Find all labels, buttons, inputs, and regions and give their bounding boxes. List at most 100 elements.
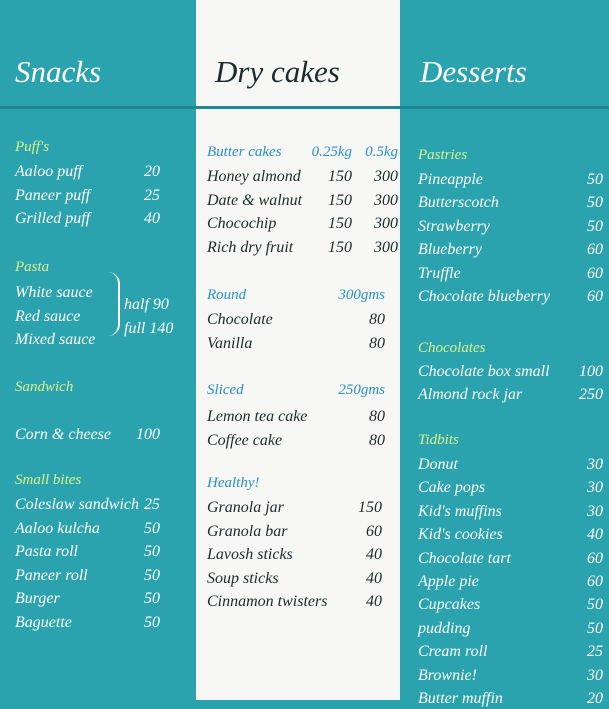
item-name: Pasta roll	[15, 543, 78, 560]
item-price: 50	[587, 194, 603, 212]
section-title: Round	[207, 287, 247, 303]
item-name: Pineapple	[418, 171, 483, 188]
item-name: Granola bar	[207, 522, 288, 540]
section-unit: 250gms	[338, 382, 385, 398]
item-price: 20	[587, 690, 603, 707]
item-name: Grilled puff	[15, 210, 91, 227]
item-price: 40	[366, 569, 382, 587]
item-price: 40	[587, 526, 603, 544]
item-price: 100	[136, 426, 160, 443]
item-price: 60	[587, 264, 603, 282]
item-name: Kid's cookies	[418, 526, 503, 544]
item-price: 25	[144, 496, 160, 513]
column-title: Snacks	[15, 54, 102, 89]
item-price: 50	[144, 519, 160, 537]
header-divider	[0, 106, 609, 109]
item-price: 150	[328, 168, 352, 185]
dry-cakes-column	[196, 0, 400, 700]
item-price: 50	[587, 171, 603, 188]
item-price: 40	[144, 210, 160, 227]
item-name: Mixed sauce	[15, 331, 96, 348]
item-price: 60	[587, 573, 603, 590]
item-name: Honey almond	[207, 168, 301, 185]
section-unit: 0.25kg	[311, 144, 352, 160]
item-name: Paneer roll	[15, 566, 88, 584]
section-title: Chocolates	[418, 340, 486, 356]
section-unit: 0.5kg	[365, 144, 398, 160]
item-name: Burger	[15, 590, 60, 607]
section-title: Pastries	[418, 147, 468, 163]
item-name: Butter muffin	[418, 690, 503, 707]
item-name: pudding	[418, 619, 471, 637]
item-name: Cinnamon twisters	[207, 593, 328, 610]
item-price: 50	[144, 613, 160, 631]
item-option: full 140	[124, 320, 174, 337]
item-name: Chocolate tart	[418, 549, 511, 567]
item-name: Coffee cake	[207, 431, 283, 449]
item-name: Date & walnut	[207, 191, 303, 209]
snacks-column	[0, 0, 196, 700]
item-price: 40	[366, 546, 382, 563]
item-price: 60	[587, 549, 603, 567]
item-price: 50	[144, 543, 160, 560]
item-price: 40	[366, 593, 382, 610]
item-price: 30	[587, 456, 603, 473]
item-price: 50	[587, 596, 603, 614]
item-price: 30	[587, 502, 603, 520]
section-title: Butter cakes	[207, 144, 282, 160]
item-name: Blueberry	[418, 241, 482, 259]
item-price: 100	[579, 363, 603, 380]
section-title: Puff's	[15, 139, 50, 155]
item-name: Chocolate blueberry	[418, 288, 550, 305]
item-name: Truffle	[418, 264, 461, 282]
item-price: 300	[374, 238, 398, 256]
item-name: Soup sticks	[207, 569, 279, 587]
item-name: Cake pops	[418, 479, 486, 497]
section-title: Tidbits	[418, 432, 459, 448]
item-price: 20	[144, 163, 160, 180]
item-price: 50	[144, 566, 160, 584]
item-price: 80	[369, 311, 385, 328]
item-price: 60	[366, 522, 382, 540]
section-title: Small bites	[15, 472, 82, 488]
item-price: 50	[144, 590, 160, 607]
item-price: 50	[587, 619, 603, 637]
item-name: Almond rock jar	[418, 386, 523, 404]
item-name: Coleslaw sandwich	[15, 496, 140, 513]
item-price: 60	[587, 288, 603, 305]
item-name: Lavosh sticks	[207, 546, 293, 563]
item-price: 30	[587, 479, 603, 497]
desserts-column	[400, 0, 609, 700]
item-name: Lemon tea cake	[207, 408, 308, 425]
item-name: Vanilla	[207, 334, 253, 352]
column-title: Desserts	[420, 54, 527, 89]
item-price: 60	[587, 241, 603, 259]
item-name: Aaloo kulcha	[15, 519, 100, 537]
section-title: Sliced	[207, 382, 244, 398]
item-name: Chocolate box small	[418, 363, 550, 380]
item-option: half 90	[124, 296, 169, 313]
item-name: Chocochip	[207, 215, 277, 232]
section-unit: 300gms	[338, 287, 385, 303]
item-price: 80	[369, 431, 385, 449]
item-name: Aaloo puff	[15, 163, 83, 180]
column-title: Dry cakes	[215, 54, 340, 89]
item-price: 150	[328, 238, 352, 256]
item-name: Red sauce	[15, 307, 81, 325]
item-name: Rich dry fruit	[207, 238, 294, 256]
item-name: Donut	[418, 456, 458, 473]
item-name: Chocolate	[207, 311, 273, 328]
item-price: 50	[587, 217, 603, 235]
item-name: Granola jar	[207, 499, 284, 516]
item-price: 150	[328, 191, 352, 209]
item-price: 30	[587, 666, 603, 684]
item-name: Butterscotch	[418, 194, 499, 212]
section-title: Healthy!	[207, 475, 260, 491]
item-price: 150	[358, 499, 382, 516]
item-name: Strawberry	[418, 217, 490, 235]
item-name: Baguette	[15, 613, 72, 631]
item-price: 300	[374, 191, 398, 209]
section-title: Sandwich	[15, 379, 74, 395]
item-price: 300	[374, 215, 398, 232]
item-price: 25	[587, 643, 603, 661]
